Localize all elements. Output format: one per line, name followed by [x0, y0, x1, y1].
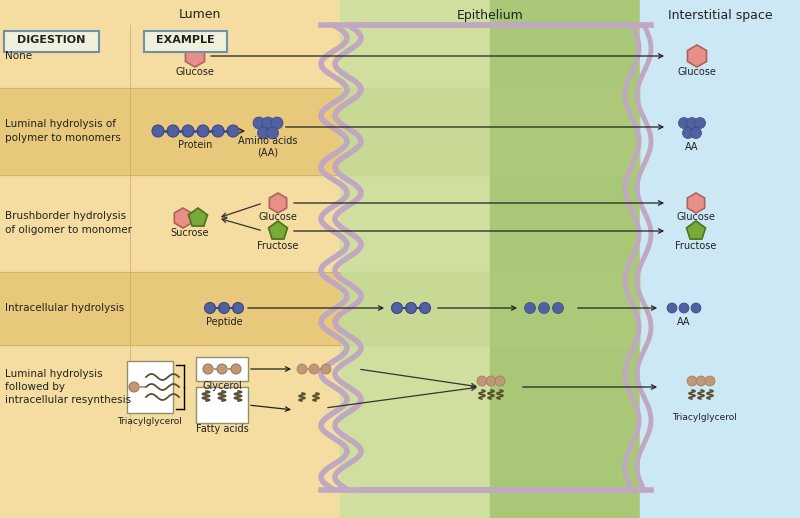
- Text: Glucose: Glucose: [258, 212, 298, 222]
- Circle shape: [678, 118, 690, 128]
- Circle shape: [477, 376, 487, 386]
- Bar: [640, 0, 800, 518]
- Polygon shape: [186, 45, 205, 67]
- Circle shape: [495, 376, 505, 386]
- Circle shape: [217, 364, 227, 374]
- Bar: [340, 0, 490, 518]
- Circle shape: [686, 118, 698, 128]
- Bar: [196, 387, 248, 423]
- Polygon shape: [189, 208, 207, 226]
- Text: Intracellular hydrolysis: Intracellular hydrolysis: [5, 303, 124, 313]
- Text: Lumen: Lumen: [179, 8, 221, 22]
- Bar: [340, 272, 640, 345]
- Circle shape: [266, 127, 278, 139]
- Circle shape: [212, 125, 224, 137]
- Circle shape: [233, 303, 243, 313]
- Text: Triacylglycerol: Triacylglycerol: [673, 412, 738, 422]
- Circle shape: [538, 303, 550, 313]
- Bar: [490, 0, 640, 518]
- Text: DIGESTION: DIGESTION: [17, 35, 85, 45]
- Circle shape: [486, 376, 496, 386]
- Circle shape: [682, 127, 694, 138]
- Bar: [0, 88, 340, 175]
- Polygon shape: [269, 221, 287, 239]
- Text: Glucose: Glucose: [677, 212, 715, 222]
- Text: Sucrose: Sucrose: [170, 228, 210, 238]
- Circle shape: [258, 127, 270, 139]
- FancyBboxPatch shape: [143, 31, 226, 51]
- Text: None: None: [5, 51, 32, 61]
- Bar: [0, 272, 340, 345]
- Circle shape: [129, 382, 139, 392]
- Circle shape: [553, 303, 563, 313]
- Circle shape: [705, 376, 715, 386]
- Circle shape: [419, 303, 430, 313]
- Text: AA: AA: [678, 317, 690, 327]
- Circle shape: [297, 364, 307, 374]
- Text: Interstitial space: Interstitial space: [668, 8, 772, 22]
- Polygon shape: [686, 221, 706, 239]
- Bar: [127, 361, 173, 413]
- Circle shape: [262, 117, 274, 129]
- Circle shape: [205, 303, 215, 313]
- Polygon shape: [687, 45, 706, 67]
- Circle shape: [152, 125, 164, 137]
- Bar: [196, 357, 248, 381]
- Text: Luminal hydrolysis of
polymer to monomers: Luminal hydrolysis of polymer to monomer…: [5, 120, 121, 142]
- Text: Protein: Protein: [178, 140, 212, 150]
- Circle shape: [271, 117, 283, 129]
- Circle shape: [167, 125, 179, 137]
- Circle shape: [667, 303, 677, 313]
- Circle shape: [309, 364, 319, 374]
- Circle shape: [687, 376, 697, 386]
- Polygon shape: [687, 193, 705, 213]
- FancyBboxPatch shape: [3, 31, 98, 51]
- Text: Amino acids
(AA): Amino acids (AA): [238, 136, 298, 158]
- Polygon shape: [174, 208, 192, 228]
- Text: Fatty acids: Fatty acids: [196, 424, 248, 434]
- Circle shape: [525, 303, 535, 313]
- Text: Glucose: Glucose: [175, 67, 214, 77]
- Text: AA: AA: [686, 142, 698, 152]
- Text: Luminal hydrolysis
followed by
intracellular resynthesis: Luminal hydrolysis followed by intracell…: [5, 369, 131, 405]
- Circle shape: [679, 303, 689, 313]
- Circle shape: [694, 118, 706, 128]
- Circle shape: [203, 364, 213, 374]
- Text: Fructose: Fructose: [258, 241, 298, 251]
- Circle shape: [321, 364, 331, 374]
- Text: Brushborder hydrolysis
of oligomer to monomer: Brushborder hydrolysis of oligomer to mo…: [5, 211, 132, 235]
- Circle shape: [391, 303, 402, 313]
- Circle shape: [227, 125, 239, 137]
- Bar: [340, 88, 640, 175]
- Circle shape: [691, 303, 701, 313]
- Circle shape: [218, 303, 230, 313]
- Text: Glucose: Glucose: [678, 67, 717, 77]
- Circle shape: [690, 127, 702, 138]
- Text: Fructose: Fructose: [675, 241, 717, 251]
- Text: EXAMPLE: EXAMPLE: [156, 35, 214, 45]
- Text: Glycerol: Glycerol: [202, 381, 242, 391]
- Polygon shape: [270, 193, 286, 213]
- Circle shape: [197, 125, 209, 137]
- Text: Peptide: Peptide: [206, 317, 242, 327]
- Circle shape: [182, 125, 194, 137]
- Circle shape: [231, 364, 241, 374]
- Text: Triacylglycerol: Triacylglycerol: [118, 416, 182, 425]
- Circle shape: [696, 376, 706, 386]
- Circle shape: [406, 303, 417, 313]
- Text: Epithelium: Epithelium: [457, 8, 523, 22]
- Circle shape: [253, 117, 265, 129]
